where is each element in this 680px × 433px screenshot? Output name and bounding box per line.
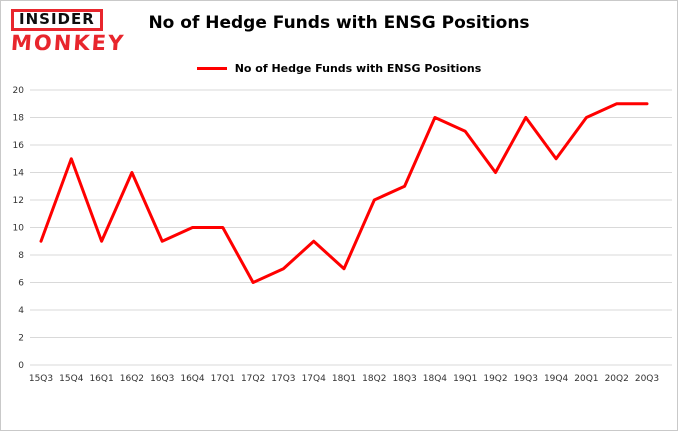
x-axis-tick-label: 15Q4	[59, 374, 84, 384]
x-axis-tick-label: 16Q4	[180, 374, 205, 384]
y-axis-tick-label: 20	[13, 86, 25, 96]
x-axis-tick-label: 20Q3	[635, 374, 659, 384]
x-axis-tick-label: 20Q2	[605, 374, 629, 384]
x-axis-tick-label: 20Q1	[574, 374, 598, 384]
x-axis-tick-label: 16Q3	[150, 374, 174, 384]
x-axis-tick-label: 16Q2	[120, 374, 144, 384]
y-axis-tick-label: 2	[18, 334, 24, 344]
x-axis-tick-label: 18Q4	[423, 374, 448, 384]
x-axis-tick-label: 18Q2	[362, 374, 386, 384]
y-axis-tick-label: 0	[18, 361, 24, 371]
x-axis-tick-label: 17Q3	[271, 374, 295, 384]
y-axis-tick-label: 14	[13, 169, 25, 179]
x-axis-tick-label: 17Q1	[211, 374, 235, 384]
x-axis-tick-label: 19Q2	[483, 374, 507, 384]
logo-insider-text: INSIDER	[11, 9, 103, 31]
logo-monkey-text: MONKEY	[10, 30, 126, 55]
y-axis-tick-label: 8	[18, 251, 24, 261]
y-axis-tick-label: 12	[13, 196, 24, 206]
x-axis-tick-label: 15Q3	[29, 374, 53, 384]
x-axis-tick-label: 17Q2	[241, 374, 265, 384]
x-axis-tick-label: 16Q1	[89, 374, 113, 384]
legend-line-swatch	[196, 67, 227, 70]
y-axis-tick-label: 4	[18, 306, 24, 316]
y-axis-tick-label: 10	[13, 224, 25, 234]
x-axis-tick-label: 18Q1	[332, 374, 356, 384]
x-axis-tick-label: 19Q1	[453, 374, 477, 384]
legend-label: No of Hedge Funds with ENSG Positions	[234, 62, 482, 75]
insider-monkey-logo: INSIDER MONKEY	[10, 9, 126, 55]
x-axis-tick-label: 18Q3	[392, 374, 416, 384]
x-axis-tick-label: 19Q4	[544, 374, 569, 384]
line-chart-canvas: 0 2 4 6 8 10 12 14 16 18 20 15Q3 15Q4 16Q1 16Q2 16Q3 16Q…	[13, 86, 672, 384]
y-axis-tick-label: 16	[13, 141, 25, 151]
y-axis-tick-label: 18	[13, 114, 25, 124]
x-axis-tick-label: 19Q3	[514, 374, 538, 384]
x-axis-tick-label: 17Q4	[302, 374, 327, 384]
legend: No of Hedge Funds with ENSG Positions	[196, 62, 482, 75]
y-axis-tick-label: 6	[18, 279, 24, 289]
data-line-series	[39, 102, 649, 284]
